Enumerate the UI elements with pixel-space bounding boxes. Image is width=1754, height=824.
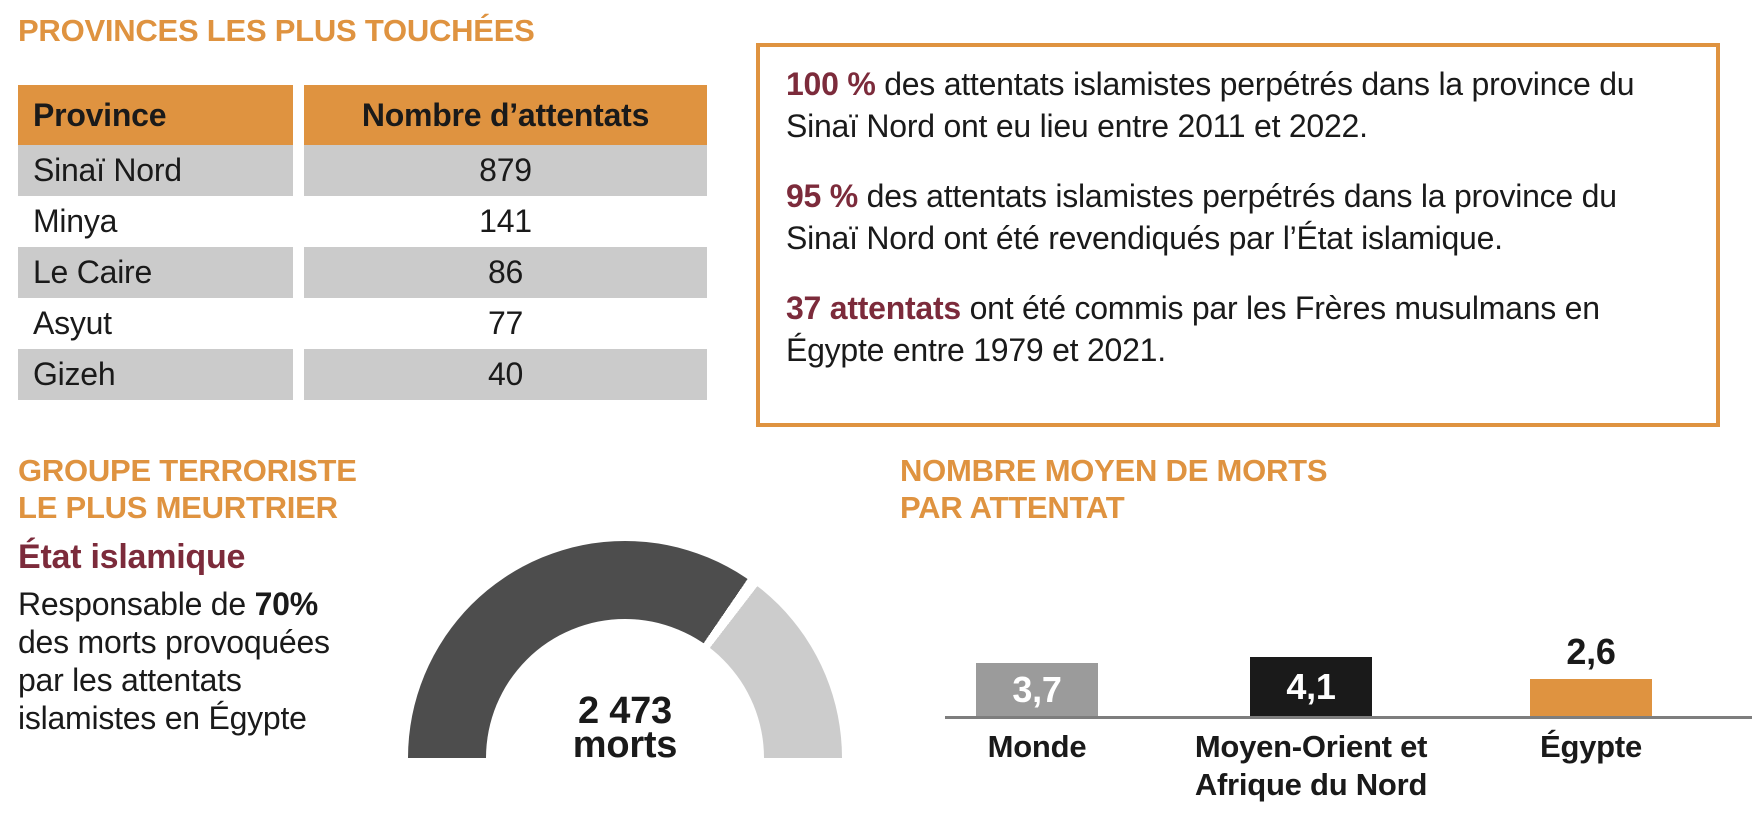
gauge-chart (408, 541, 842, 758)
table-province-cell: Asyut (33, 305, 112, 341)
table-value-cell: 86 (304, 247, 707, 298)
table-province-cell: Gizeh (18, 349, 293, 400)
bar: 3,7 (976, 663, 1098, 717)
table-header-cell: Province (18, 85, 293, 145)
stat-paragraph: 100 % des attentats islamistes perpétrés… (786, 66, 1635, 144)
table-value-cell: 40 (304, 349, 707, 400)
bar-rect: 4,1 (1250, 657, 1372, 717)
table-value-cell: 141 (479, 203, 532, 239)
bar-category-label: Égypte (1540, 729, 1642, 764)
table-header-cell: Nombre d’attentats (304, 85, 707, 145)
provinces-table: Province Nombre d’attentats Sinaï Nord 879 M… (18, 85, 707, 400)
table-value-cell: 77 (487, 305, 524, 341)
bar-rect: 3,7 (976, 663, 1098, 717)
deadliest-group-name: État islamique (18, 538, 246, 576)
stat-highlight: 37 attentats (786, 290, 961, 326)
bar-chart-title-line2: PAR ATTENTAT (900, 490, 1125, 525)
description-suffix: des morts provoquées par les attentats i… (18, 624, 330, 736)
deadliest-group-title: GROUPE TERRORISTE LE PLUS MEURTRIER (18, 452, 357, 526)
deadliest-group-title-line2: LE PLUS MEURTRIER (18, 490, 338, 525)
gauge-center-label: 2 473 morts (408, 690, 842, 766)
gauge-value: 2 473 (578, 690, 672, 732)
description-prefix: Responsable de (18, 586, 255, 622)
deadliest-group-description: Responsable de 70% des morts provoquées … (18, 585, 358, 737)
bar-value-label: 2,6 (1566, 631, 1616, 672)
stat-highlight: 95 % (786, 178, 858, 214)
bar-value-label: 3,7 (1012, 669, 1062, 710)
stat-paragraph: 95 % des attentats islamistes perpétrés … (786, 178, 1617, 256)
table-province-cell: Sinaï Nord (18, 145, 293, 196)
table-value-cell: 879 (304, 145, 707, 196)
bar: 4,1 (1250, 657, 1372, 717)
table-province-cell: Le Caire (18, 247, 293, 298)
bar: 2,6 (1530, 631, 1652, 717)
bar-chart-baseline (945, 716, 1752, 719)
bar-value-label: 4,1 (1286, 666, 1336, 707)
provinces-table-title: PROVINCES LES PLUS TOUCHÉES (18, 13, 535, 48)
deadliest-group-title-line1: GROUPE TERRORISTE (18, 453, 357, 488)
stat-highlight: 100 % (786, 66, 876, 102)
bar-rect (1530, 679, 1652, 717)
description-percent: 70% (254, 586, 319, 622)
bar-chart-title: NOMBRE MOYEN DE MORTS PAR ATTENTAT (900, 452, 1327, 526)
bar-chart-title-line1: NOMBRE MOYEN DE MORTS (900, 453, 1328, 488)
bar-category-label: Monde (987, 729, 1087, 764)
bar-category-label: Moyen-Orient et Afrique du Nord (1194, 729, 1428, 802)
table-province-cell: Minya (33, 203, 118, 239)
stat-paragraph: 37 attentats ont été commis par les Frèr… (786, 290, 1600, 368)
gauge-unit: morts (572, 724, 678, 766)
stats-box: 100 % des attentats islamistes perpétrés… (756, 43, 1720, 427)
